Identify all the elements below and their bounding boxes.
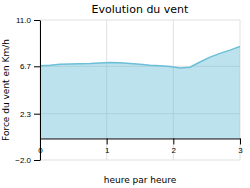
tick-label: 1	[105, 146, 110, 155]
tick-label: 2	[172, 146, 177, 155]
area	[40, 46, 240, 138]
tick: 2	[172, 138, 177, 155]
axis-line	[41, 138, 241, 139]
line	[40, 46, 240, 68]
tick-mark	[240, 138, 241, 144]
tick-mark	[173, 138, 174, 144]
tick-label: −2.0	[15, 156, 31, 165]
tick: 6.7	[20, 62, 40, 71]
tick-label: 6.7	[20, 62, 32, 71]
y-axis-title: Force du vent en Km/h	[1, 39, 11, 141]
tick-mark	[34, 20, 40, 21]
grid-line	[40, 20, 41, 160]
marks	[40, 46, 240, 138]
grid-line	[40, 160, 240, 161]
x-axis-title: heure par heure	[104, 175, 177, 185]
tick-mark	[107, 138, 108, 144]
tick: −2.0	[15, 156, 40, 165]
grid-line	[40, 20, 240, 21]
chart: 0123−2.02.36.711.0Evolution du ventheure…	[0, 0, 250, 188]
tick-label: 3	[238, 146, 243, 155]
plot: 0123−2.02.36.711.0	[15, 16, 243, 165]
tick-mark	[34, 66, 40, 67]
tick: 2.3	[20, 110, 40, 119]
tick-label: 2.3	[20, 110, 32, 119]
tick-label: 11.0	[16, 16, 32, 25]
tick-mark	[34, 114, 40, 115]
tick: 11.0	[16, 16, 40, 25]
x-axis: 0123	[38, 138, 243, 155]
tick: 3	[238, 138, 243, 155]
tick: 1	[105, 138, 110, 155]
y-axis: −2.0 2.3 6.7 11.0	[15, 16, 40, 165]
title: Evolution du vent	[92, 3, 189, 16]
tick-mark	[34, 160, 40, 161]
axis-line	[40, 21, 41, 161]
grid	[40, 20, 240, 160]
